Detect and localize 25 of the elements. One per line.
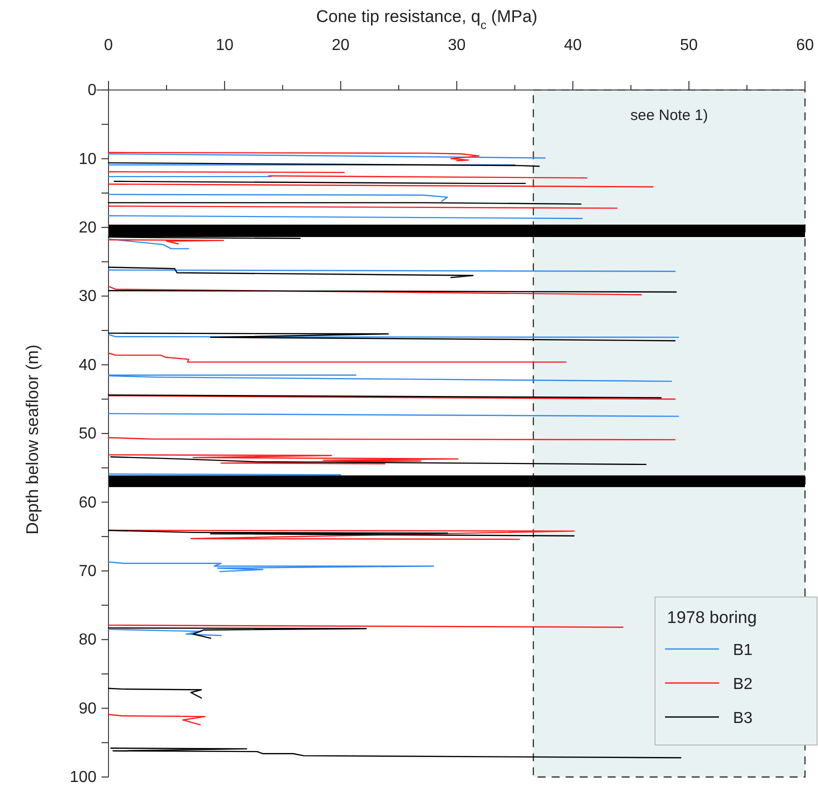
x-tick-label: 40: [564, 37, 582, 54]
x-tick-label: 20: [332, 37, 350, 54]
y-tick-label: 30: [78, 288, 97, 306]
x-tick-label: 60: [796, 37, 814, 54]
legend-label: B1: [733, 642, 753, 659]
y-tick-label: 80: [78, 632, 97, 649]
y-tick-label: 0: [88, 82, 97, 100]
y-tick-label: 40: [78, 356, 97, 374]
legend-label: B3: [733, 710, 753, 727]
y-tick-label: 70: [78, 563, 97, 580]
y-axis-title: Depth below seafloor (m): [23, 344, 42, 534]
x-tick-label: 0: [104, 37, 114, 54]
x-tick-label: 10: [216, 37, 234, 54]
y-tick-label: 100: [70, 769, 97, 786]
y-tick-label: 90: [78, 700, 97, 718]
legend-title: 1978 boring: [667, 608, 757, 627]
y-tick-label: 20: [78, 220, 97, 237]
x-tick-label: 50: [680, 37, 698, 54]
y-tick-label: 10: [78, 150, 97, 168]
y-tick-label: 50: [78, 426, 97, 443]
x-tick-label: 30: [448, 37, 466, 54]
legend-label: B2: [733, 676, 753, 693]
y-tick-label: 60: [78, 494, 97, 512]
band-label: see Note 1): [630, 107, 708, 124]
x-axis-title: Cone tip resistance, q$_{c}$ (MPa): [316, 7, 538, 32]
